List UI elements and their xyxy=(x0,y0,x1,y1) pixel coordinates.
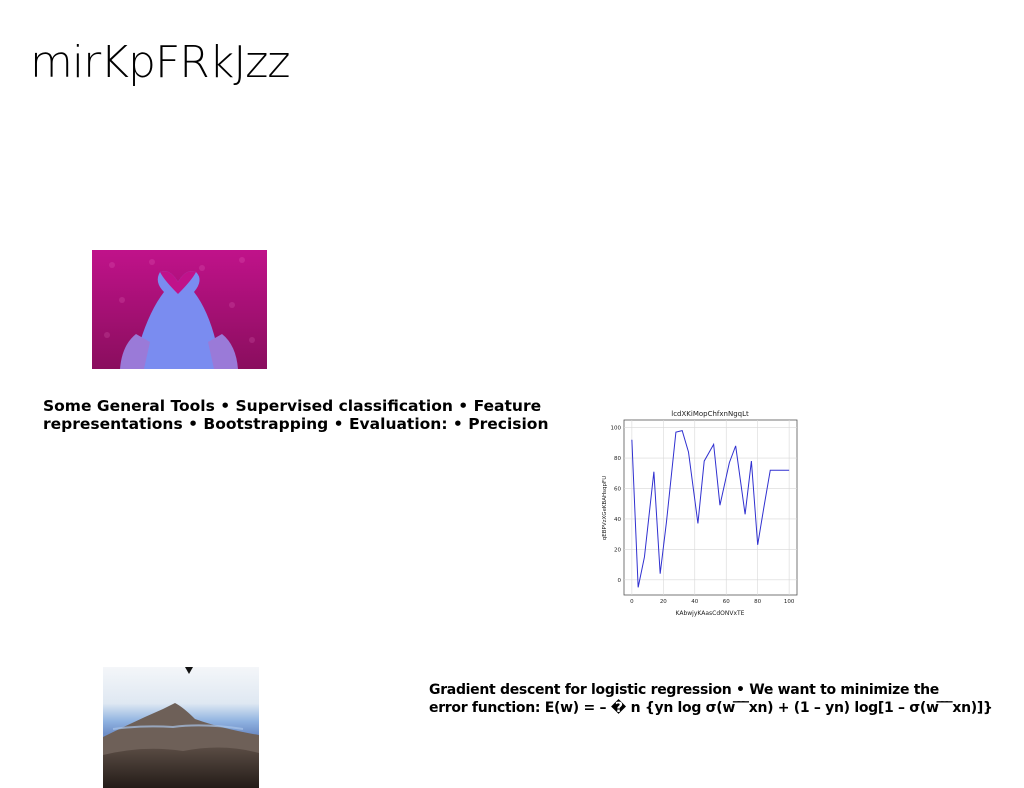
y-tick-label: 60 xyxy=(614,486,621,492)
chart-title: lcdXKiMopChfxnNgqLt xyxy=(671,410,749,418)
tools-paragraph: Some General Tools • Supervised classifi… xyxy=(43,397,583,433)
chart-y-label: qEBPVzXGeKBAHsqpFU xyxy=(602,476,608,540)
line-chart-svg: 0 20 40 60 80 100 0 20 40 60 80 100 lcdXKiMopChfxnN… xyxy=(602,410,798,617)
triangle-down-icon xyxy=(185,667,193,674)
x-tick-label: 0 xyxy=(630,599,634,605)
heart-hands-photo-icon xyxy=(92,250,267,369)
x-tick-label: 100 xyxy=(784,599,795,605)
tools-line-2: representations • Bootstrapping • Evalua… xyxy=(43,415,549,433)
x-tick-label: 60 xyxy=(723,599,730,605)
y-tick-label: 20 xyxy=(614,547,621,553)
chart-grid xyxy=(624,420,797,595)
gradient-line-1: Gradient descent for logistic regression… xyxy=(429,682,939,698)
y-tick-label: 0 xyxy=(618,578,622,584)
y-tick-label: 40 xyxy=(614,517,621,523)
line-chart: 0 20 40 60 80 100 0 20 40 60 80 100 lcdXKiMopChfxnN… xyxy=(590,405,805,620)
x-tick-label: 80 xyxy=(754,599,761,605)
gradient-line-2: error function: E(w) = – � n {yn log σ(w… xyxy=(429,700,993,716)
x-tick-label: 40 xyxy=(691,599,698,605)
mountain-image xyxy=(103,667,259,788)
series-line xyxy=(631,430,790,588)
chart-ticks: 0 20 40 60 80 100 0 20 40 60 80 100 xyxy=(611,426,795,605)
tools-line-1: Some General Tools • Supervised classifi… xyxy=(43,397,542,415)
gradient-paragraph: Gradient descent for logistic regression… xyxy=(429,681,1024,717)
page-title: mirKpFRkJzz xyxy=(30,37,290,88)
mountain-landscape-photo-icon xyxy=(103,667,259,788)
y-tick-label: 100 xyxy=(611,426,622,432)
heart-hands-image xyxy=(92,250,267,369)
y-tick-label: 80 xyxy=(614,456,621,462)
x-tick-label: 20 xyxy=(660,599,667,605)
chart-x-label: KAbwjyKAasCdONVxTE xyxy=(676,610,745,617)
